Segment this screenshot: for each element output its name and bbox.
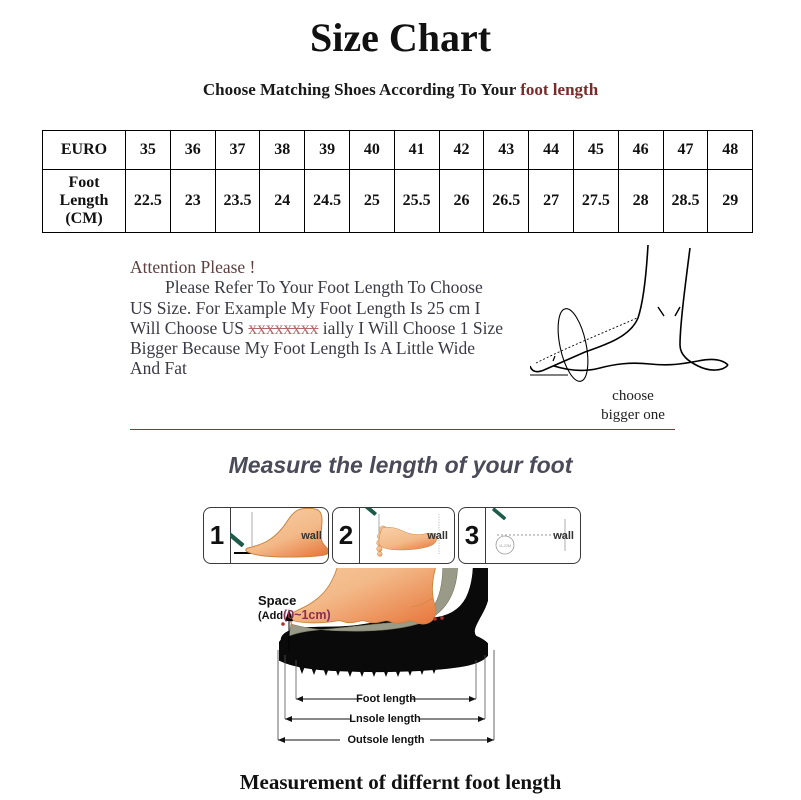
svg-text:Lnsole length: Lnsole length	[349, 713, 421, 725]
svg-text:Foot length: Foot length	[356, 693, 416, 705]
svg-text:Outsole length: Outsole length	[348, 734, 425, 746]
